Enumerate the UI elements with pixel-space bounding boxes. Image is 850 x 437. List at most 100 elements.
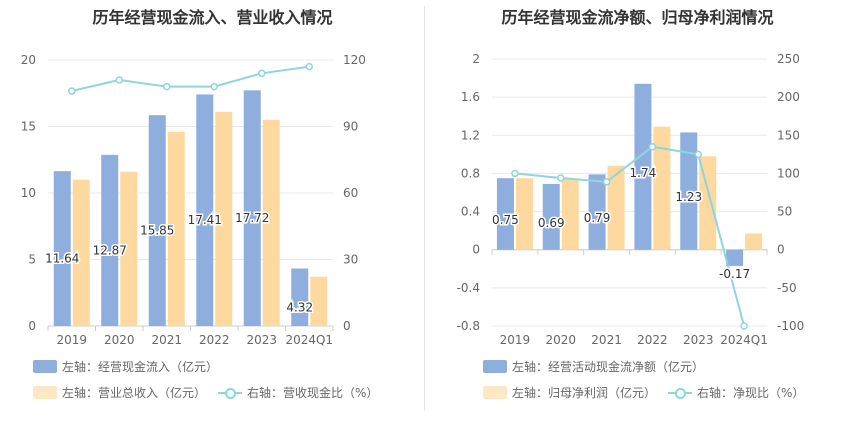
- y-tick-label-left: 0.4: [461, 205, 480, 219]
- x-tick-label: 2024Q1: [720, 333, 768, 347]
- bar: [588, 174, 606, 250]
- y-tick-label-left: 2: [472, 52, 480, 66]
- line-point: [648, 142, 657, 151]
- bar: [607, 165, 625, 250]
- legend-swatch: [483, 360, 507, 373]
- line-point: [602, 178, 611, 186]
- chart-title: 历年经营现金流净额、归母净利润情况: [501, 8, 774, 27]
- chart-panel-right: 历年经营现金流净额、归母净利润情况 -0.8 -0.4 0 0.4 0.8 1.2 1.6 2…: [425, 0, 850, 437]
- y-tick-label-left: 10: [21, 186, 36, 200]
- legend-item[interactable]: 左轴：归母净利润（亿元）: [483, 384, 656, 401]
- panel-divider: [424, 6, 425, 411]
- bar: [72, 179, 90, 326]
- data-label: 17.72: [235, 211, 269, 225]
- chart-panel-left: 历年经营现金流入、营业收入情况 0 5 10 15 20 0 30 60 90 120 2019 20…: [21, 8, 379, 401]
- bar: [745, 233, 763, 250]
- x-tick-label: 2020: [545, 333, 576, 347]
- line-point: [305, 62, 313, 71]
- legend-item[interactable]: 左轴：经营活动现金流净额（亿元）: [483, 358, 704, 375]
- chart-title: 历年经营现金流入、营业收入情况: [92, 8, 333, 27]
- line-series: [514, 145, 746, 327]
- x-tick-label: 2022: [199, 333, 230, 347]
- y-tick-label-right: 200: [777, 90, 800, 104]
- bar: [699, 156, 717, 250]
- bar: [120, 171, 138, 326]
- legend-swatch: [218, 386, 242, 399]
- line-point: [694, 150, 702, 159]
- data-label: 0.79: [584, 211, 611, 225]
- line-point: [210, 82, 218, 91]
- bar: [496, 178, 514, 250]
- legend-swatch: [668, 386, 692, 399]
- y-tick-label-right: 150: [777, 128, 800, 142]
- bar: [542, 183, 560, 250]
- y-tick-label-left: 1.2: [461, 128, 480, 142]
- y-tick-label-left: -0.4: [457, 281, 480, 295]
- x-tick-label: 2022: [637, 333, 668, 347]
- bar: [291, 268, 309, 326]
- data-label: -0.17: [719, 267, 750, 281]
- data-label: 4.32: [286, 300, 313, 314]
- data-label: 1.74: [630, 166, 657, 180]
- y-tick-label-right: 0: [777, 243, 785, 257]
- legend-item[interactable]: 左轴：经营现金流入（亿元）: [33, 358, 218, 375]
- y-tick-label-right: -100: [777, 319, 804, 333]
- line-series: [71, 65, 310, 93]
- y-tick-label-left: 1.6: [461, 90, 480, 104]
- bar: [148, 115, 166, 326]
- y-tick-label-right: 60: [343, 186, 358, 200]
- y-tick-label-right: 50: [777, 205, 792, 219]
- line-point: [115, 76, 123, 84]
- x-tick-label: 2023: [683, 333, 714, 347]
- x-tick-label: 2020: [104, 333, 135, 347]
- chart-right: -0.8 -0.4 0 0.4 0.8 1.2 1.6 2 -100 -50 0 50 100 150 20…: [457, 52, 805, 347]
- bar: [243, 90, 261, 326]
- bar: [196, 94, 214, 327]
- bar: [53, 171, 71, 326]
- y-tick-label-left: 0: [28, 319, 36, 333]
- bar: [726, 249, 744, 266]
- x-tick-label: 2021: [591, 333, 622, 347]
- bar: [167, 131, 185, 326]
- legend-swatch: [33, 360, 57, 373]
- line-point: [68, 87, 76, 95]
- data-label: 1.23: [675, 190, 702, 204]
- data-label: 0.69: [538, 216, 565, 230]
- y-tick-label-right: -50: [777, 281, 797, 295]
- bar: [634, 83, 652, 250]
- legend-item[interactable]: 右轴：营收现金比（%）: [218, 384, 378, 401]
- y-tick-label-left: 0.8: [461, 166, 480, 180]
- data-label: 15.85: [140, 224, 174, 238]
- legend-item[interactable]: 左轴：营业总收入（亿元）: [33, 384, 206, 401]
- bar: [680, 132, 698, 250]
- bar: [101, 154, 119, 326]
- y-tick-label-right: 100: [777, 166, 800, 180]
- data-label: 12.87: [93, 243, 127, 257]
- y-tick-label-left: 0: [472, 243, 480, 257]
- x-tick-label: 2021: [151, 333, 182, 347]
- legend-item[interactable]: 右轴：净现比（%）: [668, 384, 804, 401]
- x-tick-label: 2023: [246, 333, 277, 347]
- bar: [215, 111, 233, 327]
- line-point: [511, 169, 519, 178]
- line-point: [258, 69, 266, 78]
- y-tick-label-right: 30: [343, 253, 358, 267]
- x-tick-label: 2024Q1: [285, 333, 333, 347]
- data-label: 17.41: [188, 213, 222, 227]
- y-tick-label-right: 250: [777, 52, 800, 66]
- bar: [310, 276, 328, 326]
- y-tick-label-right: 0: [343, 319, 351, 333]
- legend-swatch: [33, 386, 57, 399]
- y-tick-label-right: 120: [343, 53, 366, 67]
- line-point: [740, 322, 748, 330]
- y-tick-label-left: -0.8: [457, 319, 480, 333]
- y-tick-label-left: 20: [21, 53, 36, 67]
- bar: [561, 179, 579, 250]
- x-tick-label: 2019: [56, 333, 87, 347]
- bar: [262, 119, 280, 326]
- bar: [653, 126, 671, 250]
- data-label: 11.64: [45, 252, 79, 266]
- chart-left: 0 5 10 15 20 0 30 60 90 120 2019 2020 2021 2022 2023 20…: [21, 53, 366, 347]
- y-tick-label-left: 15: [21, 120, 36, 134]
- data-label: 0.75: [492, 213, 519, 227]
